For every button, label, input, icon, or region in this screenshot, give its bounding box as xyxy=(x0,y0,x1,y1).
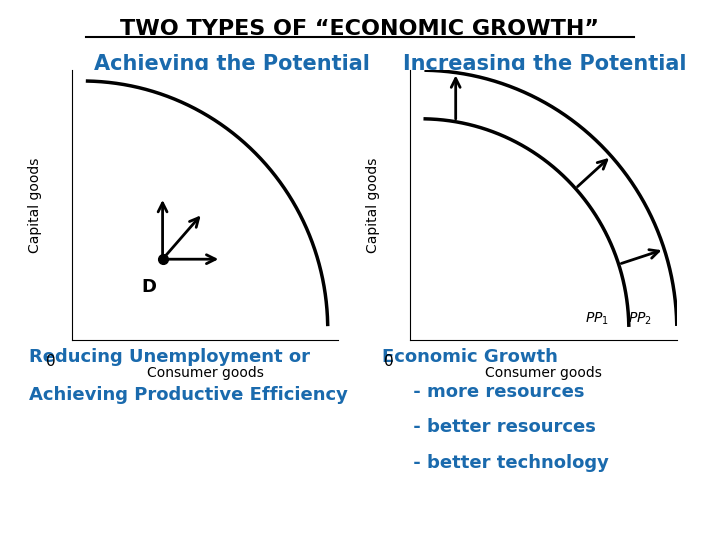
Text: Consumer goods: Consumer goods xyxy=(485,366,602,380)
Text: 0: 0 xyxy=(384,354,394,369)
Text: Capital goods: Capital goods xyxy=(366,158,380,253)
Text: - better technology: - better technology xyxy=(382,454,608,471)
Text: TWO TYPES OF “ECONOMIC GROWTH”: TWO TYPES OF “ECONOMIC GROWTH” xyxy=(120,19,600,39)
Text: D: D xyxy=(142,278,157,296)
Text: Capital goods: Capital goods xyxy=(27,158,42,253)
Text: Achieving Productive Efficiency: Achieving Productive Efficiency xyxy=(29,386,348,404)
Text: Reducing Unemployment or: Reducing Unemployment or xyxy=(29,348,310,366)
Text: - more resources: - more resources xyxy=(382,383,584,401)
Text: - better resources: - better resources xyxy=(382,418,595,436)
Text: Consumer goods: Consumer goods xyxy=(147,366,264,380)
Text: Increasing the Potential: Increasing the Potential xyxy=(403,54,687,74)
Text: Economic Growth: Economic Growth xyxy=(382,348,557,366)
Text: Achieving the Potential: Achieving the Potential xyxy=(94,54,369,74)
Text: $PP_1$: $PP_1$ xyxy=(585,310,609,327)
Text: 0: 0 xyxy=(46,354,55,369)
Text: $PP_2$: $PP_2$ xyxy=(628,310,652,327)
